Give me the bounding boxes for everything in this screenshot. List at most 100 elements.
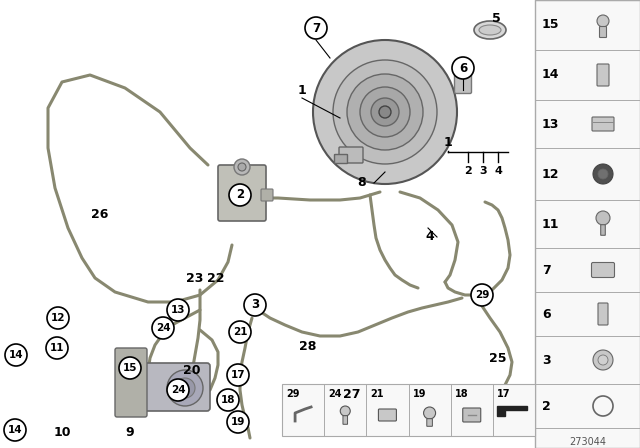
FancyBboxPatch shape [463,408,481,422]
Circle shape [305,17,327,39]
FancyBboxPatch shape [592,117,614,131]
Circle shape [598,169,608,179]
FancyBboxPatch shape [335,155,348,164]
Circle shape [152,317,174,339]
Circle shape [238,163,246,171]
Text: 2: 2 [236,189,244,202]
Text: 17: 17 [497,389,510,399]
Circle shape [452,57,474,79]
FancyBboxPatch shape [343,416,348,424]
Text: 6: 6 [459,61,467,74]
Circle shape [167,299,189,321]
Circle shape [4,419,26,441]
Text: 24: 24 [156,323,170,333]
Circle shape [229,321,251,343]
Circle shape [46,337,68,359]
Text: 14: 14 [542,69,559,82]
Text: 21: 21 [233,327,247,337]
Circle shape [167,379,189,401]
Text: 17: 17 [230,370,245,380]
Text: 12: 12 [542,168,559,181]
Circle shape [119,357,141,379]
Circle shape [217,389,239,411]
Text: 18: 18 [221,395,236,405]
Text: 3: 3 [251,298,259,311]
Bar [535,0,640,448]
FancyBboxPatch shape [454,60,472,94]
Circle shape [596,211,610,225]
Bar [282,384,535,436]
Circle shape [597,15,609,27]
FancyBboxPatch shape [261,189,273,201]
Ellipse shape [474,21,506,39]
Text: 12: 12 [51,313,65,323]
FancyBboxPatch shape [591,263,614,277]
Circle shape [313,40,457,184]
Circle shape [227,411,249,433]
Text: 4: 4 [494,166,502,176]
Circle shape [371,98,399,126]
Text: 20: 20 [183,363,201,376]
Text: 15: 15 [123,363,137,373]
Text: 2: 2 [464,166,472,176]
Circle shape [175,378,195,398]
Text: 9: 9 [125,426,134,439]
Circle shape [598,355,608,365]
Text: 5: 5 [492,12,500,25]
Text: 8: 8 [358,177,366,190]
Circle shape [340,406,350,416]
FancyBboxPatch shape [600,26,607,38]
Text: 26: 26 [92,208,109,221]
Text: 11: 11 [542,217,559,231]
Text: 3: 3 [542,353,550,366]
Text: 21: 21 [371,389,384,399]
Circle shape [347,74,423,150]
Text: 16: 16 [170,382,187,395]
Circle shape [47,307,69,329]
Text: 10: 10 [53,426,71,439]
Text: 18: 18 [454,389,468,399]
Text: 19: 19 [231,417,245,427]
Text: 4: 4 [426,231,435,244]
Text: 22: 22 [207,271,225,284]
Text: 7: 7 [542,263,551,276]
Text: 1: 1 [444,137,452,150]
Circle shape [167,370,203,406]
FancyBboxPatch shape [598,303,608,325]
FancyBboxPatch shape [601,225,605,235]
Circle shape [593,350,613,370]
Text: 6: 6 [542,307,550,320]
Polygon shape [497,406,527,416]
Text: 13: 13 [171,305,185,315]
Ellipse shape [479,25,501,35]
Circle shape [424,407,436,419]
Text: 14: 14 [8,425,22,435]
Text: 19: 19 [413,389,426,399]
FancyBboxPatch shape [378,409,396,421]
Text: 1: 1 [298,83,307,96]
FancyBboxPatch shape [115,348,147,417]
Circle shape [5,344,27,366]
Text: 15: 15 [542,18,559,31]
Circle shape [333,60,437,164]
Circle shape [471,284,493,306]
Circle shape [234,159,250,175]
Circle shape [593,164,613,184]
Text: 2: 2 [542,400,551,413]
Circle shape [379,106,391,118]
FancyBboxPatch shape [218,165,266,221]
Circle shape [229,184,251,206]
Text: 14: 14 [9,350,23,360]
FancyBboxPatch shape [339,147,363,163]
FancyBboxPatch shape [597,64,609,86]
Text: 13: 13 [542,117,559,130]
Circle shape [227,364,249,386]
Text: 29: 29 [286,389,300,399]
Text: 23: 23 [186,271,204,284]
Text: 25: 25 [489,352,507,365]
Text: 28: 28 [300,340,317,353]
Text: 273044: 273044 [569,437,606,447]
Text: 11: 11 [50,343,64,353]
Circle shape [244,294,266,316]
Circle shape [360,87,410,137]
